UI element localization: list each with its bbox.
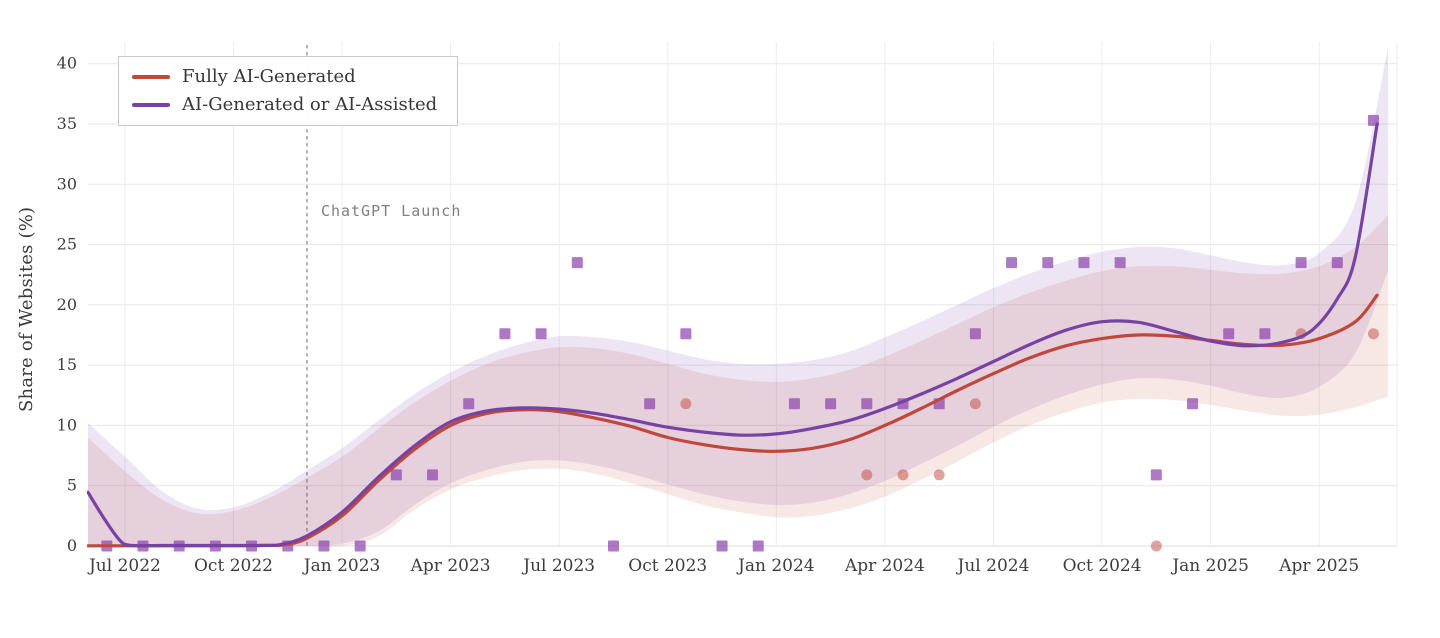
legend-item-ai-generated-or-assisted: AI-Generated or AI-Assisted <box>132 93 438 116</box>
scatter-point-square <box>1042 257 1054 269</box>
x-tick-label: Jan 2024 <box>736 556 815 576</box>
scatter-point-square <box>1295 257 1307 269</box>
x-tick-label: Jul 2022 <box>87 556 161 576</box>
x-tick-label: Jan 2023 <box>302 556 381 576</box>
scatter-point-circle <box>680 398 692 410</box>
scatter-point-circle <box>969 398 981 410</box>
scatter-point-square <box>1187 398 1199 410</box>
x-tick-label: Jul 2023 <box>521 556 595 576</box>
scatter-point-square <box>535 328 547 340</box>
scatter-point-circle <box>1150 540 1162 552</box>
scatter-point-circle <box>933 469 945 481</box>
scatter-point-square <box>861 398 873 410</box>
legend: Fully AI-Generated AI-Generated or AI-As… <box>118 56 459 127</box>
y-tick-label: 10 <box>57 415 77 434</box>
legend-swatch-purple-line <box>132 103 170 108</box>
legend-item-fully-ai-generated: Fully AI-Generated <box>132 66 437 88</box>
scatter-point-square <box>752 540 764 552</box>
scatter-point-circle <box>1367 328 1379 340</box>
scatter-point-square <box>354 540 366 552</box>
y-tick-label: 5 <box>67 476 77 495</box>
confidence-band-purple <box>88 48 1388 547</box>
scatter-point-square <box>788 398 800 410</box>
scatter-point-square <box>1223 328 1235 340</box>
x-tick-label: Jul 2024 <box>956 556 1030 576</box>
y-tick-label: 15 <box>57 355 77 374</box>
y-tick-label: 20 <box>57 295 77 314</box>
scatter-point-square <box>969 328 981 340</box>
scatter-point-square <box>1006 257 1018 269</box>
scatter-point-square <box>1114 257 1126 269</box>
legend-swatch-red-line <box>132 75 170 80</box>
scatter-point-circle <box>861 469 873 481</box>
y-tick-label: 25 <box>57 235 77 254</box>
scatter-point-square <box>318 540 330 552</box>
x-tick-label: Apr 2023 <box>410 556 491 576</box>
legend-label-ai-generated-or-assisted: AI-Generated or AI-Assisted <box>182 93 438 115</box>
scatter-point-square <box>680 328 692 340</box>
scatter-point-square <box>607 540 619 552</box>
scatter-point-square <box>825 398 837 410</box>
scatter-point-square <box>1259 328 1271 340</box>
legend-label-fully-ai-generated: Fully AI-Generated <box>182 66 356 87</box>
x-tick-label: Jan 2025 <box>1170 556 1249 576</box>
trend-line-ai-generated-or-assisted <box>87 122 1379 548</box>
y-tick-label: 30 <box>57 174 77 193</box>
scatter-point-square <box>1331 257 1343 269</box>
chatgpt-launch-label: ChatGPT Launch <box>321 202 461 220</box>
y-tick-label: 40 <box>57 54 77 73</box>
scatter-point-square <box>644 398 656 410</box>
x-tick-label: Oct 2023 <box>628 556 707 576</box>
y-tick-label: 35 <box>57 114 77 133</box>
scatter-point-square <box>1078 257 1090 269</box>
x-tick-label: Oct 2024 <box>1063 556 1142 576</box>
scatter-point-square <box>499 328 511 340</box>
scatter-point-square <box>716 540 728 552</box>
x-tick-label: Apr 2024 <box>844 556 925 576</box>
scatter-point-square <box>390 469 402 481</box>
scatter-point-square <box>571 257 583 269</box>
confidence-band-red <box>88 215 1388 547</box>
scatter-point-square <box>463 398 475 410</box>
scatter-point-square <box>427 469 439 481</box>
scatter-point-circle <box>897 469 909 481</box>
y-tick-label: 0 <box>67 536 77 555</box>
x-tick-label: Oct 2022 <box>194 556 273 576</box>
scatter-point-square <box>1150 469 1162 481</box>
x-tick-label: Apr 2025 <box>1278 556 1359 576</box>
